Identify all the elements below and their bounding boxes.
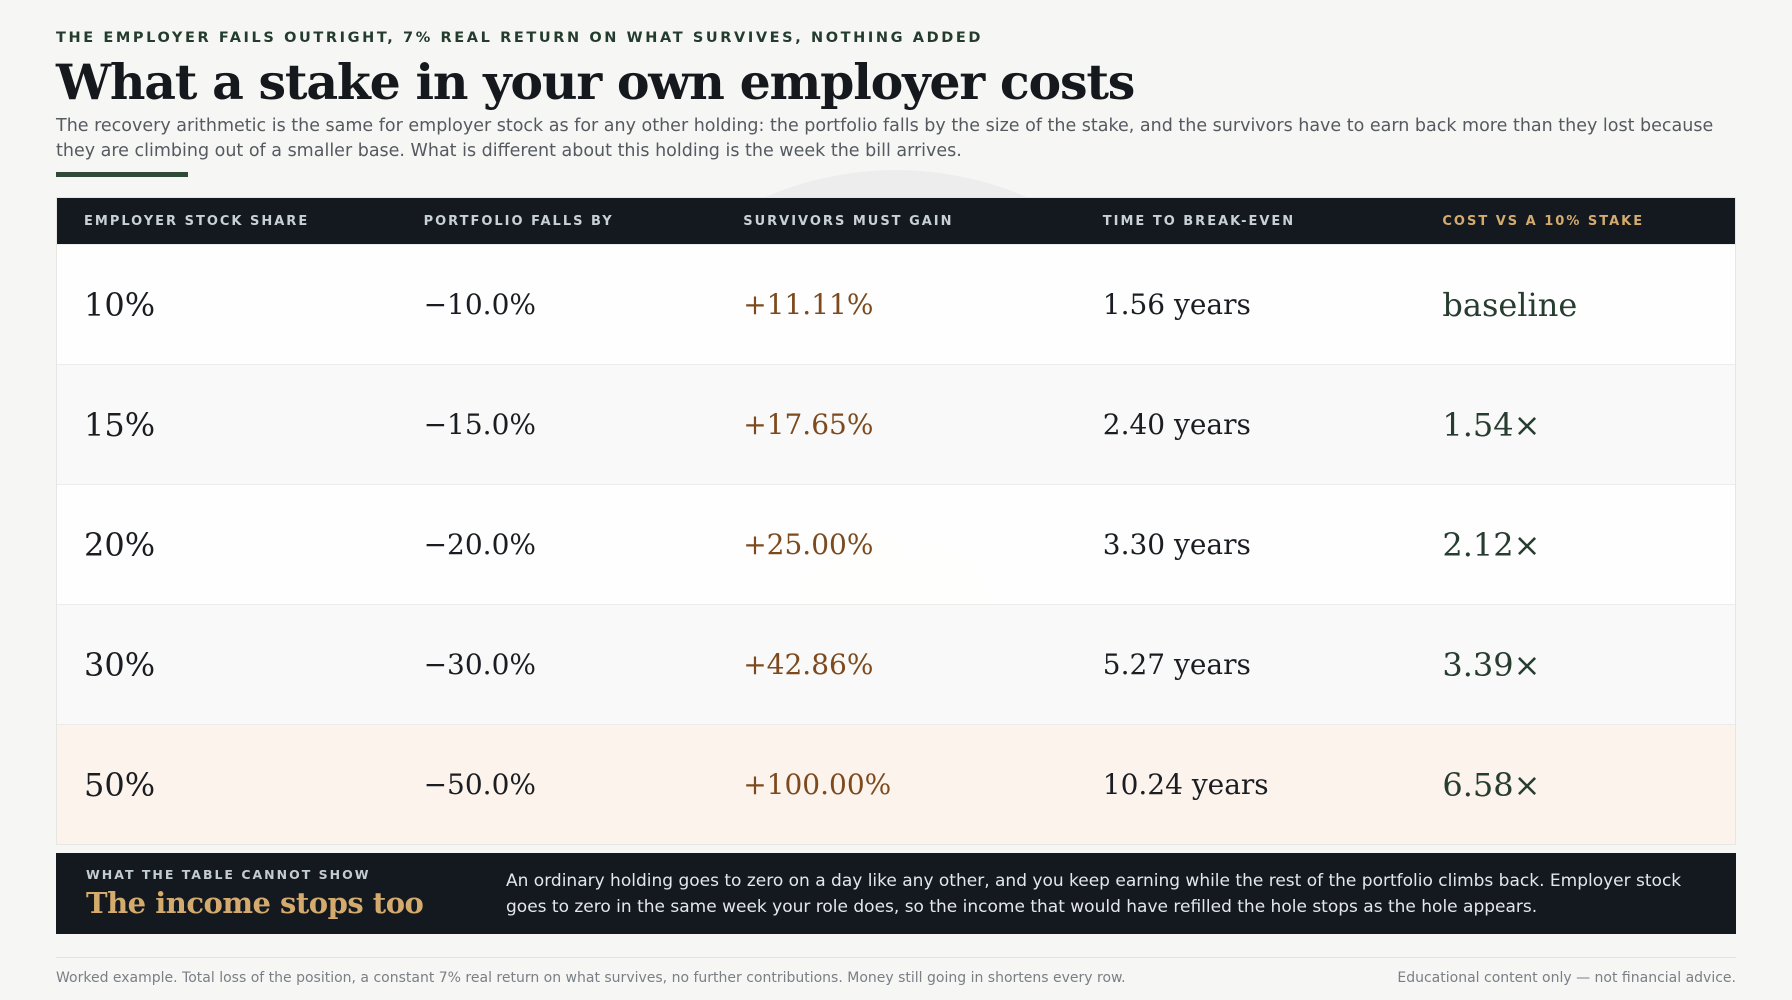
table-row: 30% −30.0% +42.86% 5.27 years 3.39× — [57, 604, 1735, 724]
header-survivors-must-gain: SURVIVORS MUST GAIN — [743, 213, 954, 229]
cell-falls: −20.0% — [423, 528, 537, 561]
cell-cost: 6.58× — [1442, 765, 1541, 804]
cell-cost: 2.12× — [1442, 525, 1541, 564]
cell-share: 15% — [84, 405, 156, 444]
callout-title: The income stops too — [86, 886, 424, 920]
footer-note: Worked example. Total loss of the positi… — [56, 970, 1126, 986]
header-cost-vs-10-stake: COST VS A 10% STAKE — [1442, 213, 1645, 229]
table-row: 20% −20.0% +25.00% 3.30 years 2.12× — [57, 484, 1735, 604]
cell-time: 1.56 years — [1102, 288, 1251, 321]
footer-divider — [56, 957, 1736, 958]
header-employer-stock-share: EMPLOYER STOCK SHARE — [84, 213, 310, 229]
cell-share: 30% — [84, 645, 156, 684]
cell-share: 10% — [84, 285, 156, 324]
cell-time: 2.40 years — [1102, 408, 1251, 441]
table-row: 10% −10.0% +11.11% 1.56 years baseline — [57, 244, 1735, 364]
cell-cost: 3.39× — [1442, 645, 1541, 684]
page-header: THE EMPLOYER FAILS OUTRIGHT, 7% REAL RET… — [56, 30, 1736, 177]
cell-gain: +42.86% — [743, 648, 874, 681]
page-title: What a stake in your own employer costs — [56, 53, 1135, 111]
cell-gain: +11.11% — [743, 288, 874, 321]
cell-time: 10.24 years — [1102, 768, 1269, 801]
cell-time: 3.30 years — [1102, 528, 1251, 561]
cell-falls: −30.0% — [423, 648, 537, 681]
cell-cost: baseline — [1442, 285, 1578, 324]
cell-gain: +17.65% — [743, 408, 874, 441]
header-portfolio-falls-by: PORTFOLIO FALLS BY — [423, 213, 614, 229]
cell-falls: −10.0% — [423, 288, 537, 321]
footer-disclaimer: Educational content only — not financial… — [1397, 970, 1736, 986]
callout-heading: WHAT THE TABLE CANNOT SHOW The income st… — [56, 867, 506, 920]
cell-falls: −15.0% — [423, 408, 537, 441]
cell-share: 50% — [84, 765, 156, 804]
eyebrow: THE EMPLOYER FAILS OUTRIGHT, 7% REAL RET… — [56, 30, 983, 46]
table-row-highlight: 50% −50.0% +100.00% 10.24 years 6.58× — [57, 724, 1735, 844]
table-header: EMPLOYER STOCK SHARE PORTFOLIO FALLS BY … — [57, 198, 1735, 244]
callout-text: An ordinary holding goes to zero on a da… — [506, 870, 1682, 917]
title-rule — [56, 172, 188, 177]
cell-share: 20% — [84, 525, 156, 564]
table-row: 15% −15.0% +17.65% 2.40 years 1.54× — [57, 364, 1735, 484]
cell-gain: +25.00% — [743, 528, 874, 561]
page-subtitle: The recovery arithmetic is the same for … — [56, 116, 1714, 161]
cost-table: EMPLOYER STOCK SHARE PORTFOLIO FALLS BY … — [56, 197, 1736, 845]
cell-gain: +100.00% — [743, 768, 892, 801]
cell-falls: −50.0% — [423, 768, 537, 801]
callout-kicker: WHAT THE TABLE CANNOT SHOW — [86, 867, 371, 882]
cell-time: 5.27 years — [1102, 648, 1251, 681]
footer: Worked example. Total loss of the positi… — [56, 970, 1736, 986]
callout-panel: WHAT THE TABLE CANNOT SHOW The income st… — [56, 853, 1736, 934]
cell-cost: 1.54× — [1442, 405, 1541, 444]
header-time-to-break-even: TIME TO BREAK-EVEN — [1102, 213, 1296, 229]
